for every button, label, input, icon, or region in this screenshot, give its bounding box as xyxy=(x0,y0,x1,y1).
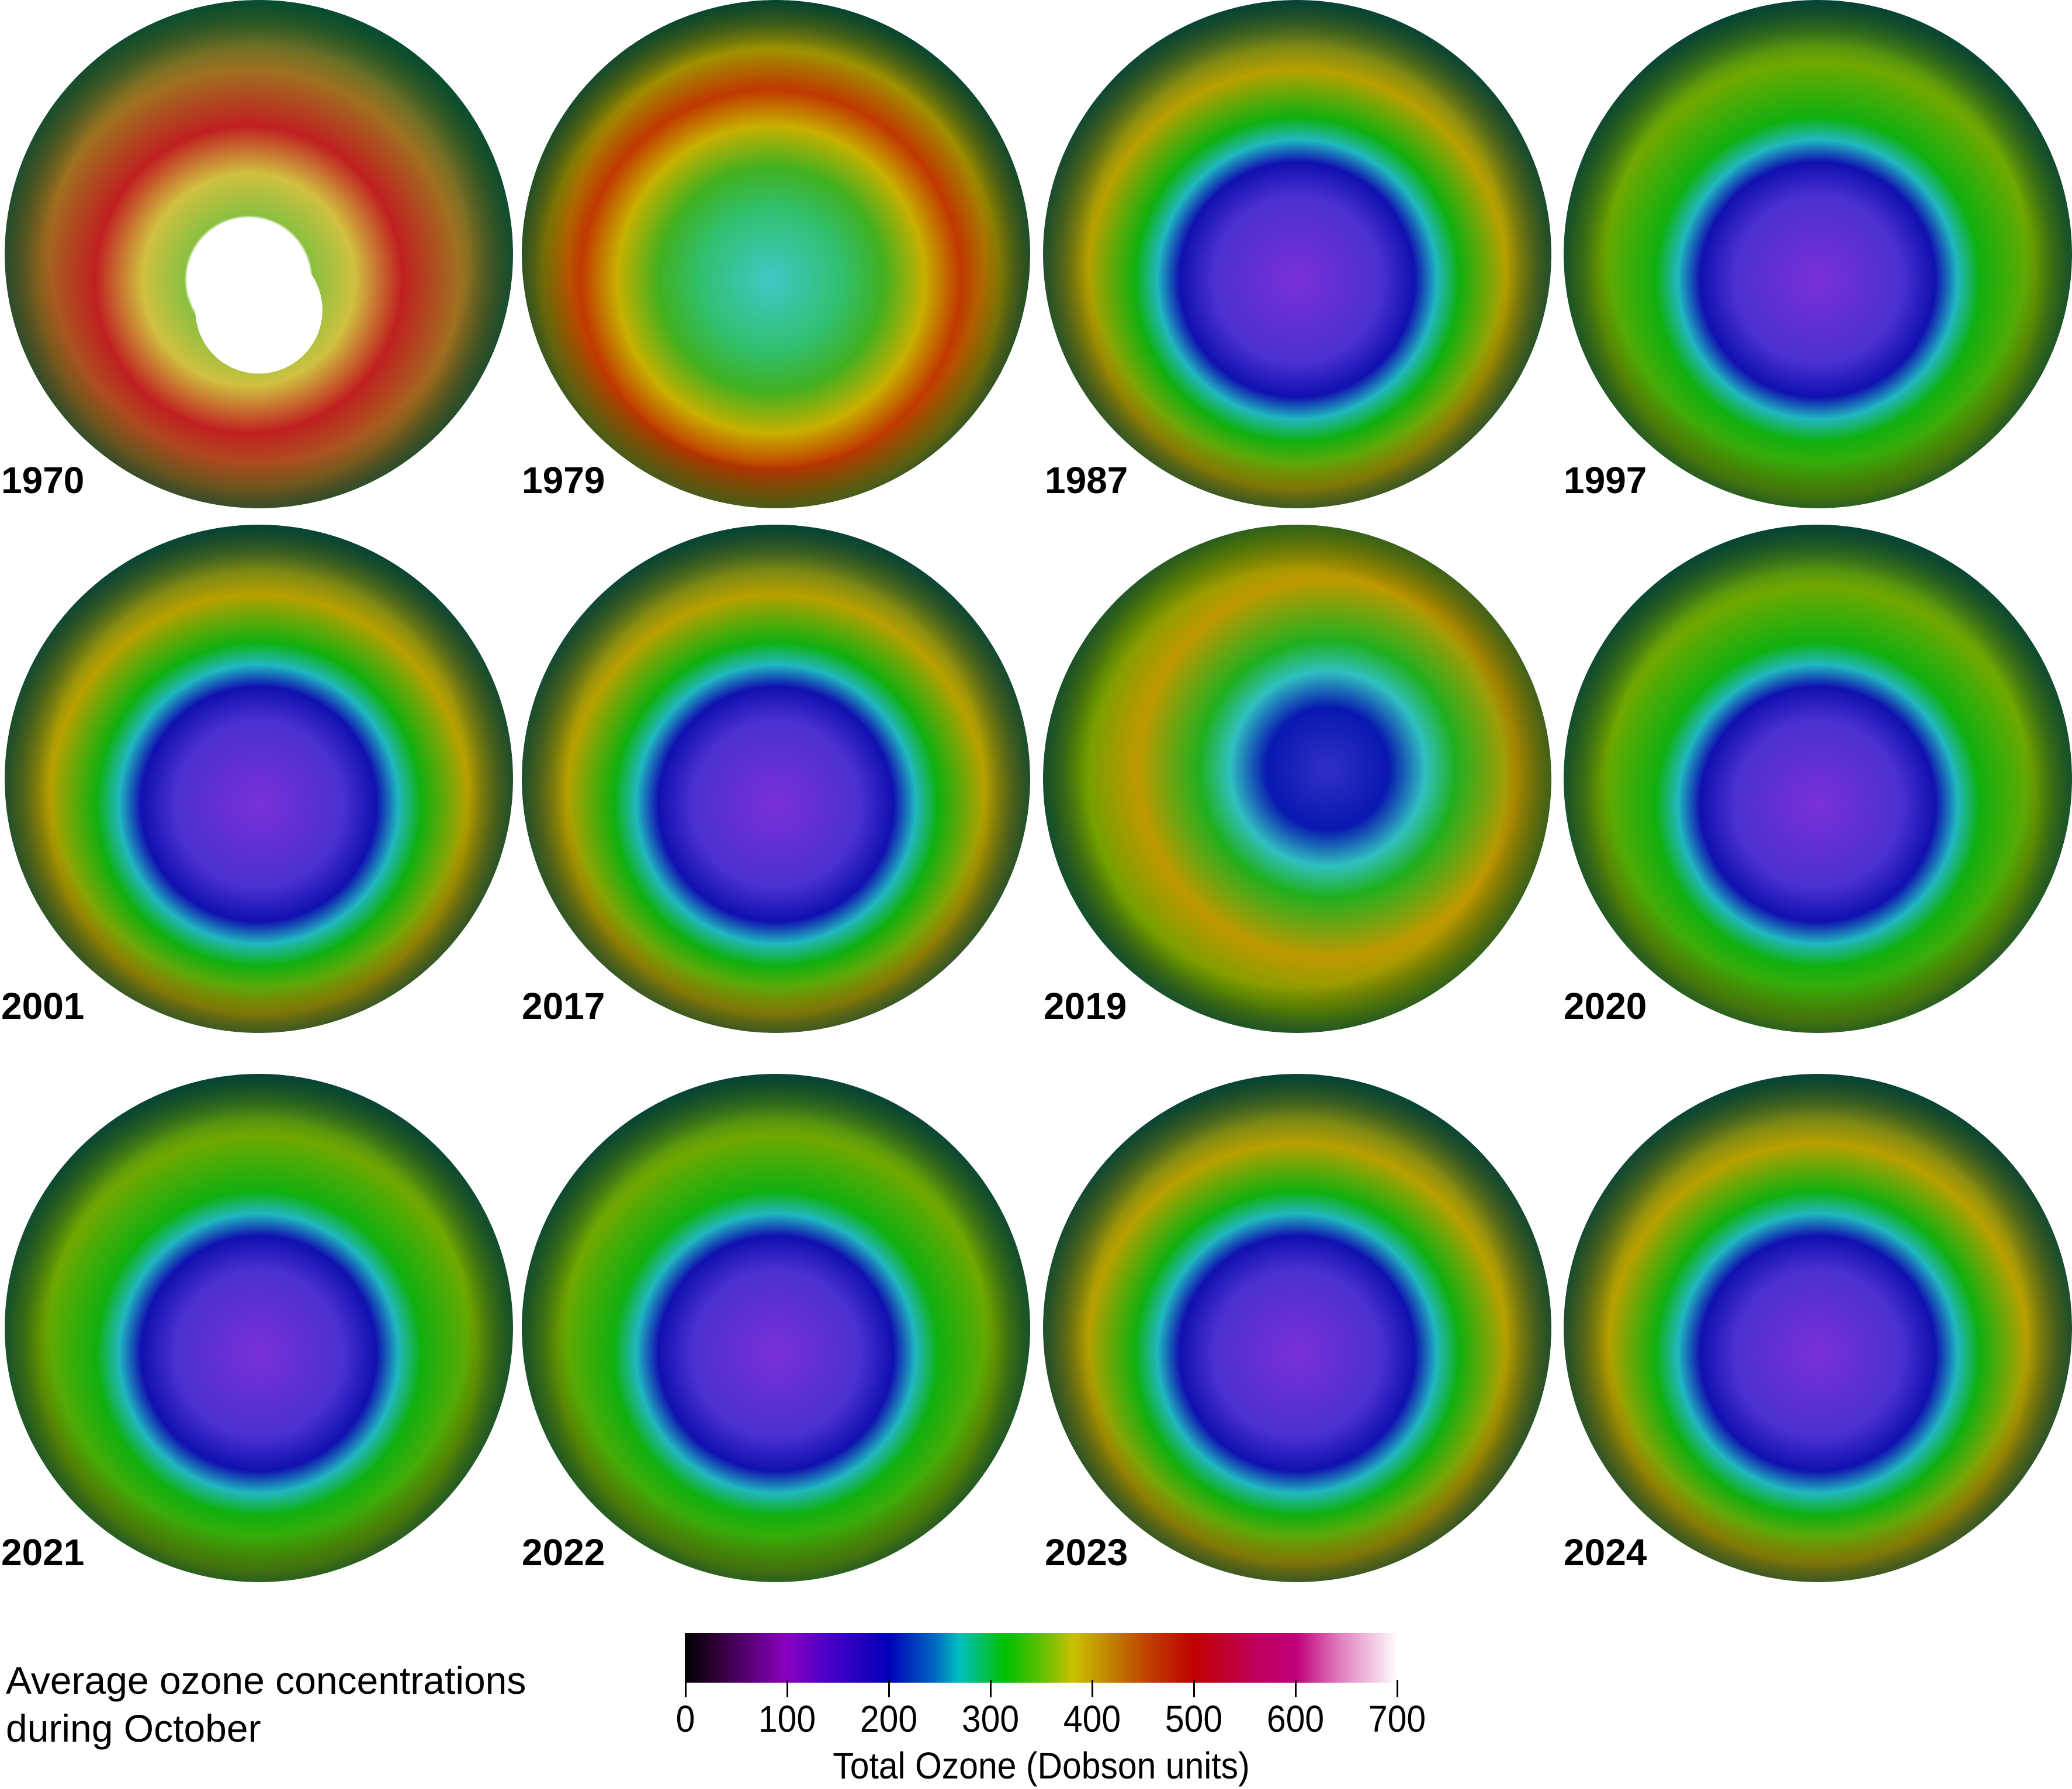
colorbar-tick xyxy=(685,1680,687,1697)
figure-caption: Average ozone concentrations during Octo… xyxy=(6,1656,526,1752)
ozone-map-1970 xyxy=(5,0,513,508)
year-label: 1997 xyxy=(1564,459,1647,501)
caption-line-2: during October xyxy=(6,1707,261,1750)
ozone-map-2001 xyxy=(5,525,513,1033)
ozone-map-2019 xyxy=(1043,525,1551,1033)
year-label: 1970 xyxy=(1,459,85,501)
year-label: 2019 xyxy=(1044,985,1127,1027)
colorbar-tick-label: 100 xyxy=(758,1698,816,1740)
ozone-map-2020 xyxy=(1564,525,2072,1033)
colorbar-tick-label: 500 xyxy=(1165,1698,1223,1740)
year-label: 2024 xyxy=(1564,1531,1647,1573)
year-label: 2022 xyxy=(522,1531,605,1573)
colorbar-tick-label: 600 xyxy=(1266,1698,1325,1740)
year-label: 1987 xyxy=(1045,459,1128,501)
ozone-map-1997 xyxy=(1564,0,2072,508)
ozone-map-2023 xyxy=(1043,1074,1551,1582)
ozone-map-2021 xyxy=(5,1074,513,1582)
colorbar-tick xyxy=(786,1680,788,1697)
year-label: 2001 xyxy=(1,985,85,1027)
caption-line-1: Average ozone concentrations xyxy=(6,1659,526,1702)
colorbar-tick-label: 0 xyxy=(675,1698,695,1740)
ozone-map-2022 xyxy=(522,1074,1030,1582)
colorbar-title: Total Ozone (Dobson units) xyxy=(833,1745,1250,1787)
colorbar-tick-label: 300 xyxy=(961,1698,1020,1740)
year-label: 2017 xyxy=(522,985,605,1027)
ozone-map-1987 xyxy=(1043,0,1551,508)
colorbar-tick xyxy=(990,1680,992,1697)
colorbar-tick xyxy=(1295,1680,1297,1697)
ozone-map-2024 xyxy=(1564,1074,2072,1582)
colorbar-tick xyxy=(1193,1680,1195,1697)
year-label: 2020 xyxy=(1564,985,1647,1027)
year-label: 2023 xyxy=(1045,1531,1128,1573)
colorbar-tick xyxy=(888,1680,890,1697)
year-label: 2021 xyxy=(1,1531,85,1573)
colorbar-tick-label: 700 xyxy=(1368,1698,1426,1740)
colorbar-tick-label: 200 xyxy=(860,1698,918,1740)
ozone-map-2017 xyxy=(522,525,1030,1033)
year-label: 1979 xyxy=(522,459,605,501)
colorbar-tick xyxy=(1092,1680,1093,1697)
colorbar-tick xyxy=(1397,1680,1398,1697)
ozone-map-1979 xyxy=(522,0,1030,508)
colorbar-tick-label: 400 xyxy=(1063,1698,1121,1740)
colorbar xyxy=(685,1633,1398,1683)
